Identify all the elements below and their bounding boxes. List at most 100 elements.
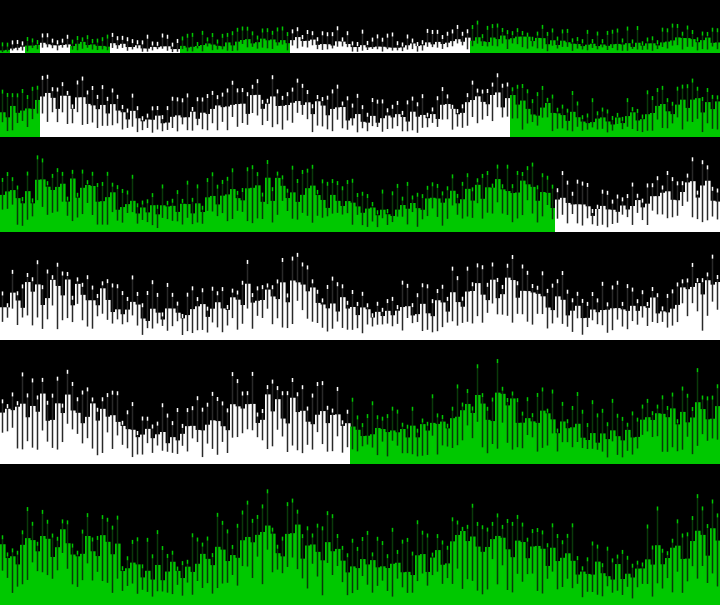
bar [35, 551, 41, 605]
bar [470, 100, 476, 137]
bar [680, 287, 686, 340]
bar [675, 200, 681, 232]
bar [420, 554, 426, 605]
bar [0, 112, 6, 137]
bar [335, 414, 341, 464]
bar [630, 305, 636, 340]
bar [600, 44, 606, 53]
bar [620, 205, 626, 232]
bar [710, 42, 716, 53]
bar [255, 534, 261, 605]
bar [315, 414, 321, 464]
bar [455, 203, 461, 232]
bar [595, 312, 601, 340]
bar [115, 421, 121, 464]
bar [260, 299, 266, 340]
bar [50, 279, 56, 340]
bar [40, 96, 46, 137]
bar [535, 115, 541, 137]
bar [455, 39, 461, 53]
bar [380, 429, 386, 464]
waveform-row [0, 359, 720, 464]
bar [245, 283, 251, 340]
bar [465, 403, 471, 464]
bar [65, 394, 71, 464]
bar [340, 41, 346, 53]
bar [430, 197, 436, 232]
bar [265, 525, 271, 605]
bar [655, 45, 661, 53]
bar [215, 204, 221, 232]
bar [125, 568, 131, 605]
bar [635, 310, 641, 340]
bar [355, 206, 361, 232]
bar [285, 533, 291, 605]
bar [635, 436, 641, 464]
bar [460, 41, 466, 53]
bar [275, 42, 281, 53]
bar [525, 184, 531, 232]
bar [385, 310, 391, 340]
bar [485, 42, 491, 53]
bar [445, 311, 451, 340]
bar [630, 46, 636, 53]
segment-white [110, 32, 181, 53]
bar [75, 412, 81, 464]
bar [345, 201, 351, 232]
segment-green [70, 34, 111, 53]
bar [365, 435, 371, 464]
bar [280, 556, 286, 605]
bar [295, 101, 301, 137]
bar [500, 537, 506, 605]
bar [260, 419, 266, 464]
bar [330, 45, 336, 53]
bar [410, 203, 416, 232]
bar [655, 105, 661, 137]
bar [180, 117, 186, 137]
bar [360, 559, 366, 605]
segment-green [0, 155, 556, 232]
bar [525, 558, 531, 605]
bar [420, 209, 426, 232]
bar [640, 568, 646, 605]
bar [585, 439, 591, 464]
bar [205, 197, 211, 232]
bar [475, 184, 481, 232]
bar [160, 580, 166, 605]
bar [435, 550, 441, 605]
bar [235, 198, 241, 232]
bar [485, 104, 491, 137]
bar [670, 114, 676, 137]
bar [515, 36, 521, 53]
bar [445, 42, 451, 53]
bar [690, 286, 696, 340]
bar [560, 421, 566, 464]
bar [495, 298, 501, 340]
bar [310, 39, 316, 53]
bar [280, 40, 286, 53]
bar [250, 95, 256, 137]
waveform-row [0, 73, 720, 137]
bar [20, 307, 26, 340]
segment-green [0, 42, 11, 53]
bar [290, 533, 296, 605]
bar [125, 119, 131, 137]
bar [440, 104, 446, 137]
waveform-row [0, 20, 720, 53]
bar [580, 46, 586, 53]
bar [255, 300, 261, 340]
bar [400, 205, 406, 232]
bar [425, 118, 431, 137]
bar [490, 539, 496, 605]
bar [675, 304, 681, 340]
bar [220, 426, 226, 464]
bar [595, 46, 601, 53]
bar [60, 183, 66, 232]
bar [230, 297, 236, 340]
waveform-row [0, 155, 720, 232]
bar [375, 122, 381, 137]
bar [160, 319, 166, 340]
bar [10, 190, 16, 232]
segment-green [180, 26, 291, 53]
bar [120, 43, 126, 53]
